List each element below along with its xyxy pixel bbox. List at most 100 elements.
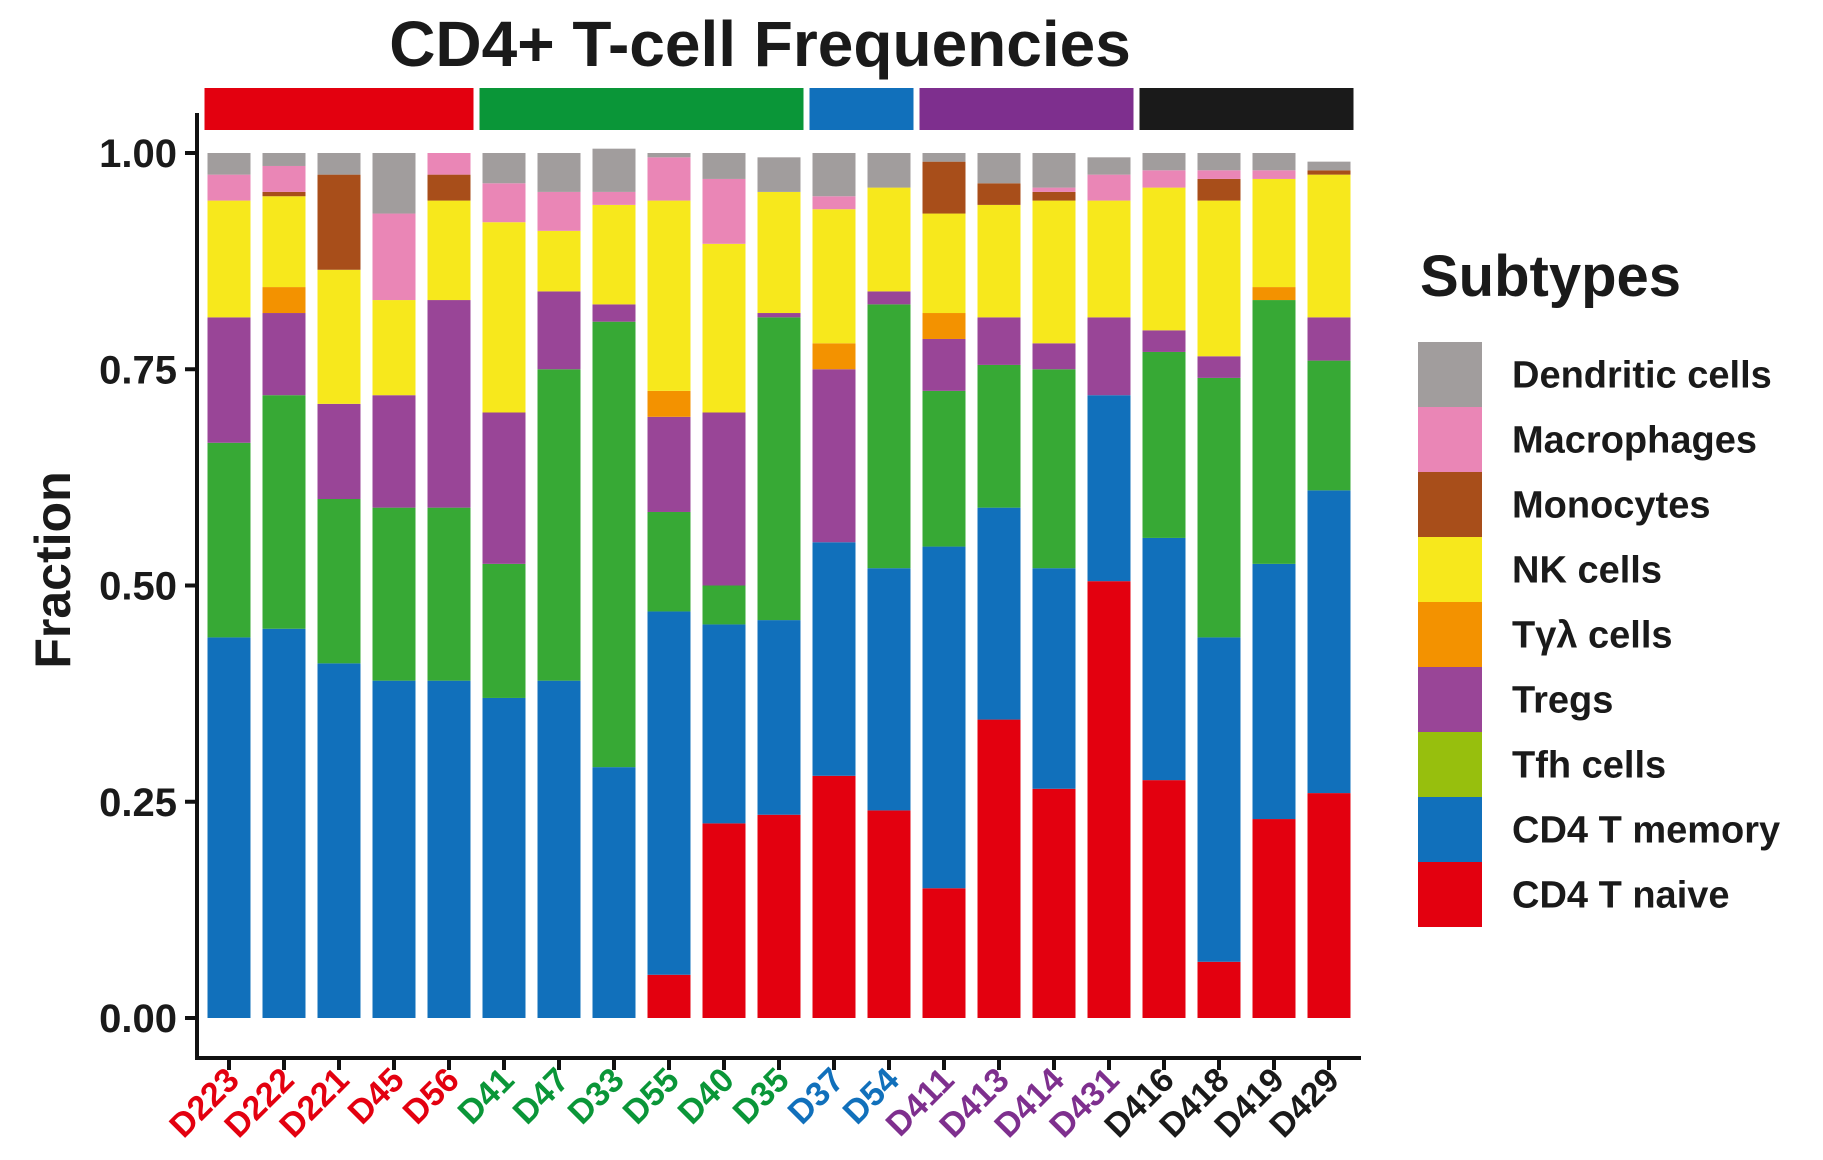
bar-segment-D47-tregs: [537, 291, 581, 370]
bar-segment-D223-dendritic-cells: [207, 153, 251, 175]
bar-segment-D221-monocytes: [317, 174, 361, 270]
bar-segment-D37-tregs: [812, 369, 856, 543]
x-axis-ticks: D223D222D221D45D56D41D47D33D55D40D35D37D…: [162, 1058, 1347, 1145]
legend: Dendritic cells Macrophages Monocytes NK ce…: [1418, 342, 1780, 927]
bar-segment-D414-dendritic-cells: [1032, 153, 1076, 188]
bar-segment-D41-tregs: [482, 412, 526, 564]
chart-title: CD4+ T-cell Frequencies: [389, 8, 1131, 80]
bar-segment-D37-macrophages: [812, 196, 856, 210]
bar-segment-D416-macrophages: [1142, 170, 1186, 188]
bar-segment-D45-tregs: [372, 395, 416, 508]
bar-segment-D222-dendritic-cells: [262, 153, 306, 166]
bar-segment-D411-tfh-cells: [922, 390, 966, 547]
bar-segment-D35-cd4-t-naive: [757, 814, 801, 1018]
bar-segment-D414-tfh-cells: [1032, 369, 1076, 569]
bar-segment-D47-dendritic-cells: [537, 153, 581, 192]
bar-segment-D413-dendritic-cells: [977, 153, 1021, 184]
group-color-bars: [204, 88, 1354, 130]
x-tick-label: D56: [396, 1061, 467, 1132]
bar-segment-D47-nk-cells: [537, 230, 581, 292]
bar-segment-D419-nk-cells: [1252, 178, 1296, 288]
legend-key: [1418, 342, 1482, 407]
bar-segment-D431-tregs: [1087, 317, 1131, 396]
bar-segment-D222-tfh-cells: [262, 395, 306, 629]
bar-segment-D411-monocytes: [922, 161, 966, 214]
bar-segment-D40-tregs: [702, 412, 746, 586]
group-bar-4: [1139, 88, 1354, 130]
bar-segment-D221-nk-cells: [317, 269, 361, 404]
legend-label: Macrophages: [1512, 420, 1757, 462]
bar-segment-D45-nk-cells: [372, 300, 416, 396]
bar-segment-D429-dendritic-cells: [1307, 161, 1351, 171]
x-tick-label: D55: [616, 1061, 687, 1132]
x-tick-label: D45: [341, 1061, 412, 1132]
bar-segment-D419-cd4-t-memory: [1252, 563, 1296, 820]
y-tick-label: 0.00: [99, 997, 177, 1041]
bar-segment-D222-cd4-t-memory: [262, 628, 306, 1018]
bar-segment-D35-nk-cells: [757, 191, 801, 314]
group-bar-2: [809, 88, 914, 130]
bar-segment-D413-tfh-cells: [977, 364, 1021, 508]
bar-segment-D35-tfh-cells: [757, 317, 801, 621]
bar-segment-D56-monocytes: [427, 174, 471, 201]
bar-segment-D55-tfh-cells: [647, 511, 691, 612]
bar-segment-D429-tregs: [1307, 317, 1351, 361]
bar-segment-D416-cd4-t-memory: [1142, 537, 1186, 781]
bar-segment-D37-nk-cells: [812, 209, 856, 344]
bar-segment-D429-monocytes: [1307, 170, 1351, 175]
bar-segment-D431-dendritic-cells: [1087, 157, 1131, 175]
y-axis-ticks: 0.00 0.25 0.50 0.75 1.00: [99, 132, 197, 1041]
bar-segment-D419-dendritic-cells: [1252, 153, 1296, 171]
bar-segment-D431-nk-cells: [1087, 200, 1131, 318]
group-bar-3: [919, 88, 1134, 130]
bar-segment-D40-cd4-t-naive: [702, 823, 746, 1018]
bar-segment-D221-tregs: [317, 403, 361, 499]
bar-segment-D419-macrophages: [1252, 170, 1296, 179]
bar-segment-D223-cd4-t-memory: [207, 637, 251, 1018]
bar-segment-D411-cd4-t-naive: [922, 888, 966, 1018]
legend-title: Subtypes: [1420, 244, 1681, 309]
bar-segment-D419-t-cells: [1252, 287, 1296, 301]
bar-segment-D41-dendritic-cells: [482, 153, 526, 184]
legend-label: Tfh cells: [1512, 745, 1666, 787]
bar-stacks: [207, 148, 1351, 1018]
bar-segment-D37-dendritic-cells: [812, 153, 856, 197]
legend-label: Tregs: [1512, 680, 1613, 722]
bar-segment-D223-tregs: [207, 317, 251, 443]
bar-segment-D431-cd4-t-memory: [1087, 395, 1131, 582]
bar-segment-D54-dendritic-cells: [867, 153, 911, 188]
bar-segment-D414-macrophages: [1032, 187, 1076, 192]
legend-key: [1418, 472, 1482, 537]
bar-segment-D41-macrophages: [482, 183, 526, 223]
legend-label: Monocytes: [1512, 485, 1710, 527]
bar-segment-D221-cd4-t-memory: [317, 663, 361, 1018]
legend-label: CD4 T memory: [1512, 810, 1780, 852]
bar-segment-D413-tregs: [977, 317, 1021, 365]
bar-segment-D429-nk-cells: [1307, 174, 1351, 318]
bar-segment-D54-tregs: [867, 291, 911, 305]
bar-segment-D418-cd4-t-naive: [1197, 961, 1241, 1018]
bar-segment-D414-tregs: [1032, 343, 1076, 370]
x-tick-label: D41: [451, 1061, 522, 1132]
bar-segment-D55-cd4-t-memory: [647, 611, 691, 975]
bar-segment-D54-cd4-t-memory: [867, 568, 911, 811]
bar-segment-D35-cd4-t-memory: [757, 620, 801, 815]
bar-segment-D431-macrophages: [1087, 174, 1131, 201]
bar-segment-D416-tregs: [1142, 330, 1186, 352]
bar-segment-D413-monocytes: [977, 183, 1021, 205]
bar-segment-D47-cd4-t-memory: [537, 680, 581, 1018]
x-tick-label: D47: [506, 1061, 577, 1132]
bar-segment-D37-t-cells: [812, 343, 856, 370]
bar-segment-D56-macrophages: [427, 153, 471, 175]
bar-segment-D56-tfh-cells: [427, 507, 471, 681]
bar-segment-D54-nk-cells: [867, 187, 911, 292]
bar-segment-D416-cd4-t-naive: [1142, 780, 1186, 1018]
bar-segment-D54-tfh-cells: [867, 304, 911, 569]
bar-segment-D221-tfh-cells: [317, 499, 361, 664]
y-tick-label: 0.75: [99, 348, 177, 392]
bar-segment-D45-tfh-cells: [372, 507, 416, 681]
bar-segment-D413-nk-cells: [977, 204, 1021, 318]
bar-segment-D40-dendritic-cells: [702, 153, 746, 179]
bar-segment-D41-cd4-t-memory: [482, 697, 526, 1018]
bar-segment-D35-tregs: [757, 313, 801, 318]
